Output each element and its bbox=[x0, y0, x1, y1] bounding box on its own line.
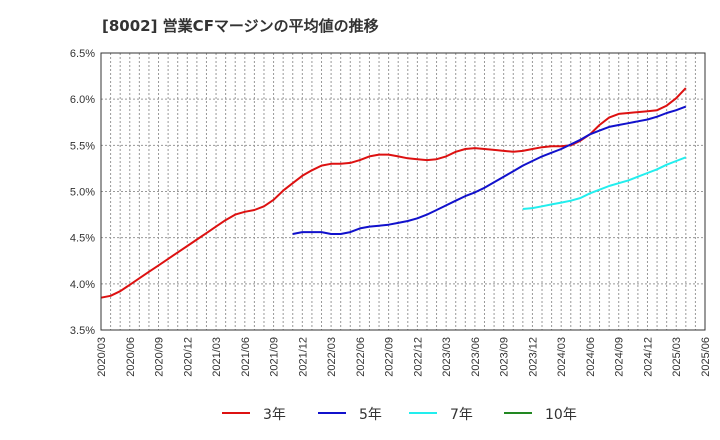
plot-frame bbox=[100, 52, 706, 331]
x-tick-label: 2023/06 bbox=[470, 337, 482, 377]
x-tick-label: 2022/06 bbox=[355, 337, 367, 377]
x-tick-label: 2022/03 bbox=[326, 337, 338, 377]
x-tick-label: 2020/12 bbox=[182, 337, 194, 377]
y-tick-label: 4.5% bbox=[70, 233, 95, 245]
x-tick-label: 2023/12 bbox=[527, 337, 539, 377]
x-tick-label: 2024/12 bbox=[642, 337, 654, 377]
legend: 3年 5年 7年 10年 bbox=[222, 407, 577, 423]
y-axis-ticks: 3.5% 4.0% 4.5% 5.0% 5.5% 6.0% 6.5% bbox=[70, 48, 95, 337]
y-tick-label: 6.5% bbox=[70, 48, 95, 60]
x-tick-label: 2023/03 bbox=[441, 337, 453, 377]
y-tick-label: 6.0% bbox=[70, 94, 95, 106]
x-tick-label: 2021/12 bbox=[297, 337, 309, 377]
x-tick-label: 2021/09 bbox=[269, 337, 281, 377]
x-tick-label: 2020/06 bbox=[125, 337, 137, 377]
legend-label-10年: 10年 bbox=[545, 407, 577, 423]
x-tick-label: 2024/09 bbox=[614, 337, 626, 377]
y-tick-label: 3.5% bbox=[70, 325, 95, 337]
legend-label-5年: 5年 bbox=[359, 407, 382, 423]
x-axis-ticks: 2020/03 2020/06 2020/09 2020/12 2021/03 2021/… bbox=[96, 337, 712, 377]
x-tick-label: 2021/03 bbox=[211, 337, 223, 377]
y-tick-label: 5.5% bbox=[70, 140, 95, 152]
series-line-7年 bbox=[522, 156, 687, 210]
x-tick-label: 2025/06 bbox=[700, 337, 712, 377]
x-tick-label: 2020/09 bbox=[154, 337, 166, 377]
legend-label-7年: 7年 bbox=[450, 407, 473, 423]
y-tick-label: 5.0% bbox=[70, 187, 95, 199]
x-tick-label: 2025/03 bbox=[671, 337, 683, 377]
x-tick-label: 2021/06 bbox=[240, 337, 252, 377]
chart-title: [8002] 営業CFマージンの平均値の推移 bbox=[102, 17, 379, 35]
x-tick-label: 2024/03 bbox=[556, 337, 568, 377]
x-tick-label: 2024/06 bbox=[585, 337, 597, 377]
x-tick-label: 2020/03 bbox=[96, 337, 108, 377]
y-tick-label: 4.0% bbox=[70, 279, 95, 291]
x-tick-label: 2023/09 bbox=[499, 337, 511, 377]
series-layer bbox=[100, 87, 687, 299]
grid bbox=[101, 53, 705, 330]
x-tick-label: 2022/12 bbox=[412, 337, 424, 377]
legend-label-3年: 3年 bbox=[263, 407, 286, 423]
series-line-5年 bbox=[292, 105, 687, 235]
x-tick-label: 2022/09 bbox=[384, 337, 396, 377]
